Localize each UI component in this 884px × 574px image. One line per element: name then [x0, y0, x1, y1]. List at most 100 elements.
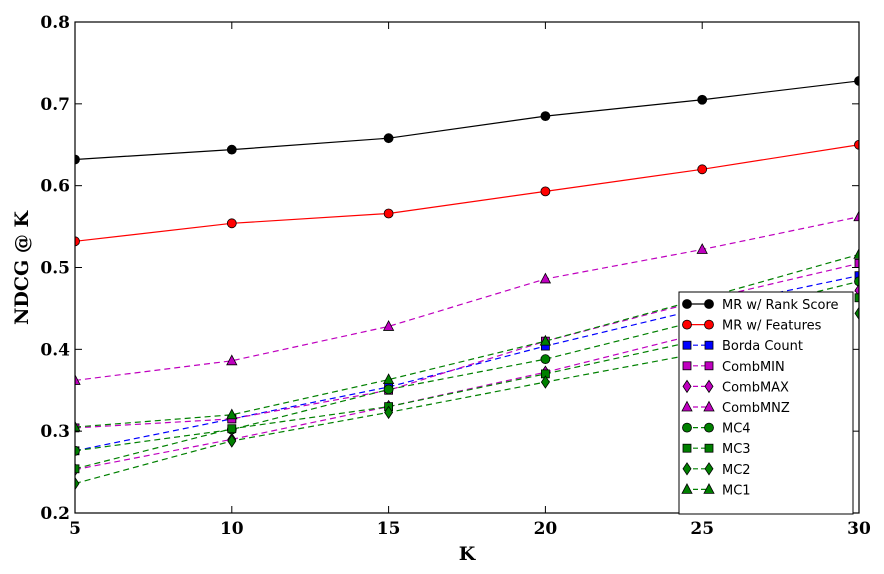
data-point [382, 320, 395, 331]
legend-item: MC2 [682, 462, 751, 478]
legend-label: CombMAX [722, 380, 789, 395]
data-point [75, 154, 80, 165]
legend-item: MC3 [682, 442, 751, 457]
data-point [75, 476, 80, 491]
legend-marker [682, 340, 692, 350]
legend-item: MC1 [681, 483, 751, 498]
data-point [854, 293, 859, 303]
series-line [75, 297, 859, 470]
data-point [697, 94, 708, 105]
legend-item: CombMIN [682, 360, 785, 375]
series-line [75, 216, 859, 382]
legend-marker [682, 299, 692, 309]
legend-label: MC3 [722, 442, 751, 457]
legend-item: CombMNZ [681, 400, 790, 416]
legend-marker [704, 361, 714, 371]
data-point [854, 259, 859, 268]
legend-item: CombMAX [682, 379, 789, 395]
legend-label: MC4 [722, 422, 751, 437]
y-tick-label: 0.3 [40, 422, 70, 442]
data-point [226, 408, 238, 420]
x-tick-label: 10 [220, 519, 244, 539]
x-tick-label: 5 [69, 519, 81, 539]
series-line [75, 312, 859, 485]
data-point [383, 133, 394, 144]
series-line [75, 280, 859, 452]
data-point [75, 236, 80, 247]
legend-label: MC1 [722, 483, 751, 498]
data-point [75, 374, 81, 385]
legend-marker [704, 299, 714, 309]
data-point [227, 424, 237, 434]
legend-marker [704, 379, 714, 394]
data-point [75, 420, 81, 432]
x-tick-label: 30 [847, 519, 871, 539]
y-tick-label: 0.8 [40, 13, 70, 33]
series-line [75, 289, 859, 471]
data-point [540, 354, 551, 365]
legend-marker [704, 319, 714, 330]
data-point [226, 218, 237, 229]
data-point [540, 111, 551, 122]
data-point [539, 272, 552, 284]
legend-marker [703, 400, 715, 412]
legend-item: MR w/ Rank Score [682, 298, 839, 313]
data-point [382, 373, 395, 385]
legend-label: CombMIN [722, 360, 785, 375]
legend-label: MC2 [722, 463, 751, 478]
data-point [384, 405, 394, 420]
legend-marker [682, 462, 692, 476]
data-point [854, 276, 859, 287]
legend-label: CombMNZ [722, 401, 790, 416]
legend-item: MC4 [682, 422, 751, 437]
y-axis-title: NDCG @ K [11, 210, 33, 325]
y-tick-label: 0.7 [40, 95, 70, 115]
data-point [853, 248, 859, 259]
data-point [854, 76, 859, 86]
series-1 [75, 76, 859, 165]
data-point [540, 375, 550, 389]
data-point [227, 434, 237, 448]
series-layer [75, 76, 859, 491]
legend-label: Borda Count [722, 339, 803, 354]
legend-marker [681, 400, 693, 412]
data-point [854, 271, 859, 281]
data-point [226, 144, 237, 155]
series-6 [75, 210, 859, 385]
legend-item: MR w/ Features [682, 319, 822, 334]
legend-marker [704, 443, 714, 453]
series-line [75, 144, 859, 242]
data-point [540, 186, 551, 197]
data-point [696, 243, 708, 254]
legend-label: MR w/ Rank Score [722, 298, 839, 313]
x-tick-label: 20 [534, 519, 558, 539]
series-line [75, 262, 859, 429]
legend-marker [681, 483, 693, 494]
series-2 [75, 139, 859, 247]
legend-marker [682, 319, 692, 330]
legend-item: Borda Count [682, 339, 803, 354]
series-line [75, 253, 859, 428]
x-tick-label: 25 [690, 519, 714, 539]
legend-label: MR w/ Features [722, 319, 822, 334]
legend-marker [682, 422, 692, 433]
legend-marker [704, 422, 714, 433]
series-line [75, 80, 859, 161]
legend-marker [682, 361, 692, 371]
legend-marker [682, 379, 692, 394]
y-tick-label: 0.5 [40, 259, 70, 279]
data-point [383, 384, 394, 395]
legend: MR w/ Rank Score MR w/ Features Borda Coun… [678, 291, 854, 515]
series-10 [75, 248, 859, 432]
data-point [853, 210, 859, 222]
data-point [539, 334, 552, 346]
x-tick-label: 15 [377, 519, 401, 539]
legend-marker [703, 483, 715, 494]
legend-marker [704, 462, 714, 476]
y-tick-label: 0.4 [40, 340, 70, 360]
data-point [75, 464, 80, 474]
data-point [226, 354, 238, 366]
data-point [383, 208, 394, 219]
data-point [697, 164, 708, 175]
